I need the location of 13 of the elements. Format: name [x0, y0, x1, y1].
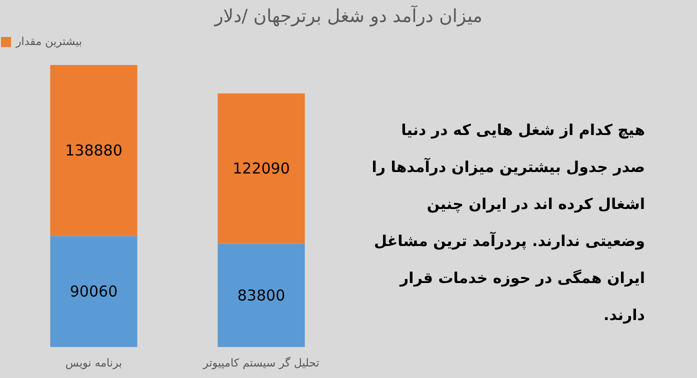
- chart-title: میزان درآمد دو شغل برترجهان /دلار: [214, 5, 482, 27]
- data-label: 122090: [232, 160, 290, 178]
- text: هیچ کدام از شغل هایی که در دنیا صدر جدول بیشترین میزان درآمدها را اشغال کرده اند در ایران چنین وضعیتی ندارند. پردرآمد ترین مشاغل ایران همگی در حوزه خدمات قرار دارند.: [372, 121, 645, 324]
- data-label: 138880: [65, 142, 122, 160]
- bar: [50, 236, 138, 347]
- data-label: 83800: [237, 286, 286, 304]
- x-tick-label: برنامه نویس: [65, 356, 122, 370]
- x-tick-label: تحلیل گر سیستم کامپیوتر: [202, 356, 320, 370]
- bar: [218, 244, 305, 347]
- bar: [218, 93, 305, 244]
- data-label: 90060: [70, 282, 118, 301]
- legend-label: بیشترین مقدار: [15, 35, 82, 48]
- bar: [50, 65, 138, 236]
